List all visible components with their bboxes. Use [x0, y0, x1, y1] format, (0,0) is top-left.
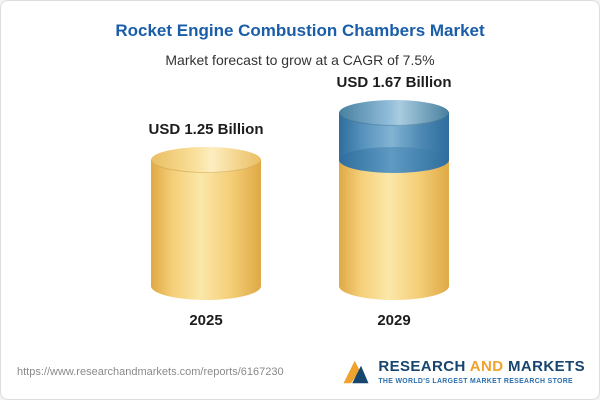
- value-label-2025: USD 1.25 Billion: [148, 121, 264, 138]
- page-title: Rocket Engine Combustion Chambers Market: [115, 21, 485, 40]
- logo-wordmark: RESEARCH AND MARKETS: [378, 358, 585, 375]
- bar-chart: USD 1.25 Billion 2025 USD 1.67 Billion 2…: [1, 68, 599, 357]
- bar-2029: USD 1.67 Billion 2029: [319, 74, 469, 329]
- chart-header: Rocket Engine Combustion Chambers Market…: [1, 21, 599, 68]
- logo-tagline: THE WORLD'S LARGEST MARKET RESEARCH STOR…: [378, 377, 573, 385]
- cylinder-2025-body: [151, 147, 261, 300]
- report-url: https://www.researchandmarkets.com/repor…: [17, 366, 284, 378]
- logo-word-and: AND: [469, 358, 504, 376]
- cylinder-2025-top-ellipse: [151, 147, 261, 173]
- cylinder-2029-top-ellipse: [339, 100, 449, 126]
- footer: https://www.researchandmarkets.com/repor…: [1, 357, 599, 399]
- logo-word-markets: MARKETS: [508, 358, 585, 376]
- logo-word-research: RESEARCH: [378, 358, 466, 376]
- chart-subtitle: Market forecast to grow at a CAGR of 7.5…: [165, 52, 435, 68]
- logo-mark-icon: [343, 360, 369, 384]
- value-label-2029: USD 1.67 Billion: [336, 74, 452, 91]
- cylinder-2029-growth-bottom-ellipse: [339, 147, 449, 173]
- cylinder-2029-growth: [339, 100, 449, 173]
- cylinder-2029-base: [339, 160, 449, 300]
- cylinder-2029: [339, 100, 449, 300]
- cylinder-2025: [151, 147, 261, 300]
- researchandmarkets-logo: RESEARCH AND MARKETS THE WORLD'S LARGEST…: [341, 357, 585, 387]
- year-label-2029: 2029: [377, 312, 411, 329]
- year-label-2025: 2025: [189, 312, 223, 329]
- logo-text: RESEARCH AND MARKETS THE WORLD'S LARGEST…: [378, 358, 585, 385]
- bar-2025: USD 1.25 Billion 2025: [131, 121, 281, 329]
